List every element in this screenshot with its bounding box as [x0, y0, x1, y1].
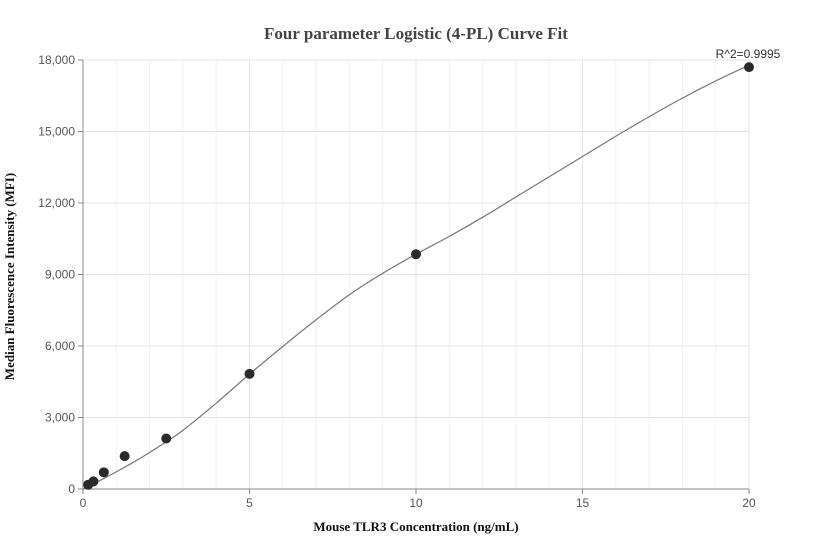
x-tick-label: 0	[80, 496, 87, 510]
x-axis-title: Mouse TLR3 Concentration (ng/mL)	[313, 519, 518, 534]
x-tick-label: 5	[246, 496, 253, 510]
data-point	[119, 451, 130, 462]
x-tick-label: 15	[576, 496, 590, 510]
data-point	[244, 368, 255, 379]
chart-title: Four parameter Logistic (4-PL) Curve Fit	[264, 24, 568, 43]
data-points	[83, 62, 754, 490]
fit-curve-line	[82, 64, 750, 490]
data-point	[161, 433, 172, 444]
data-point	[744, 62, 754, 73]
y-tick-label: 3,000	[45, 411, 75, 425]
data-point	[411, 249, 421, 260]
y-tick-label: 15,000	[38, 125, 75, 139]
y-tick-label: 18,000	[38, 53, 75, 67]
y-axis-title: Median Fluorescence Intensity (MFI)	[2, 173, 17, 380]
data-point	[98, 467, 109, 478]
axis-ticks: 0 5 10 15 20 0 3,000 6,000 9,000 12,000 15,000 18,0…	[38, 53, 756, 510]
x-tick-label: 20	[742, 496, 756, 510]
grid-lines	[83, 59, 750, 489]
x-tick-label: 10	[409, 496, 423, 510]
data-point	[88, 476, 99, 487]
y-tick-label: 12,000	[38, 196, 75, 210]
y-tick-label: 0	[68, 482, 75, 496]
y-tick-label: 9,000	[45, 268, 75, 282]
y-tick-label: 6,000	[45, 339, 75, 353]
r-squared-annotation: R^2=0.9995	[716, 47, 781, 61]
